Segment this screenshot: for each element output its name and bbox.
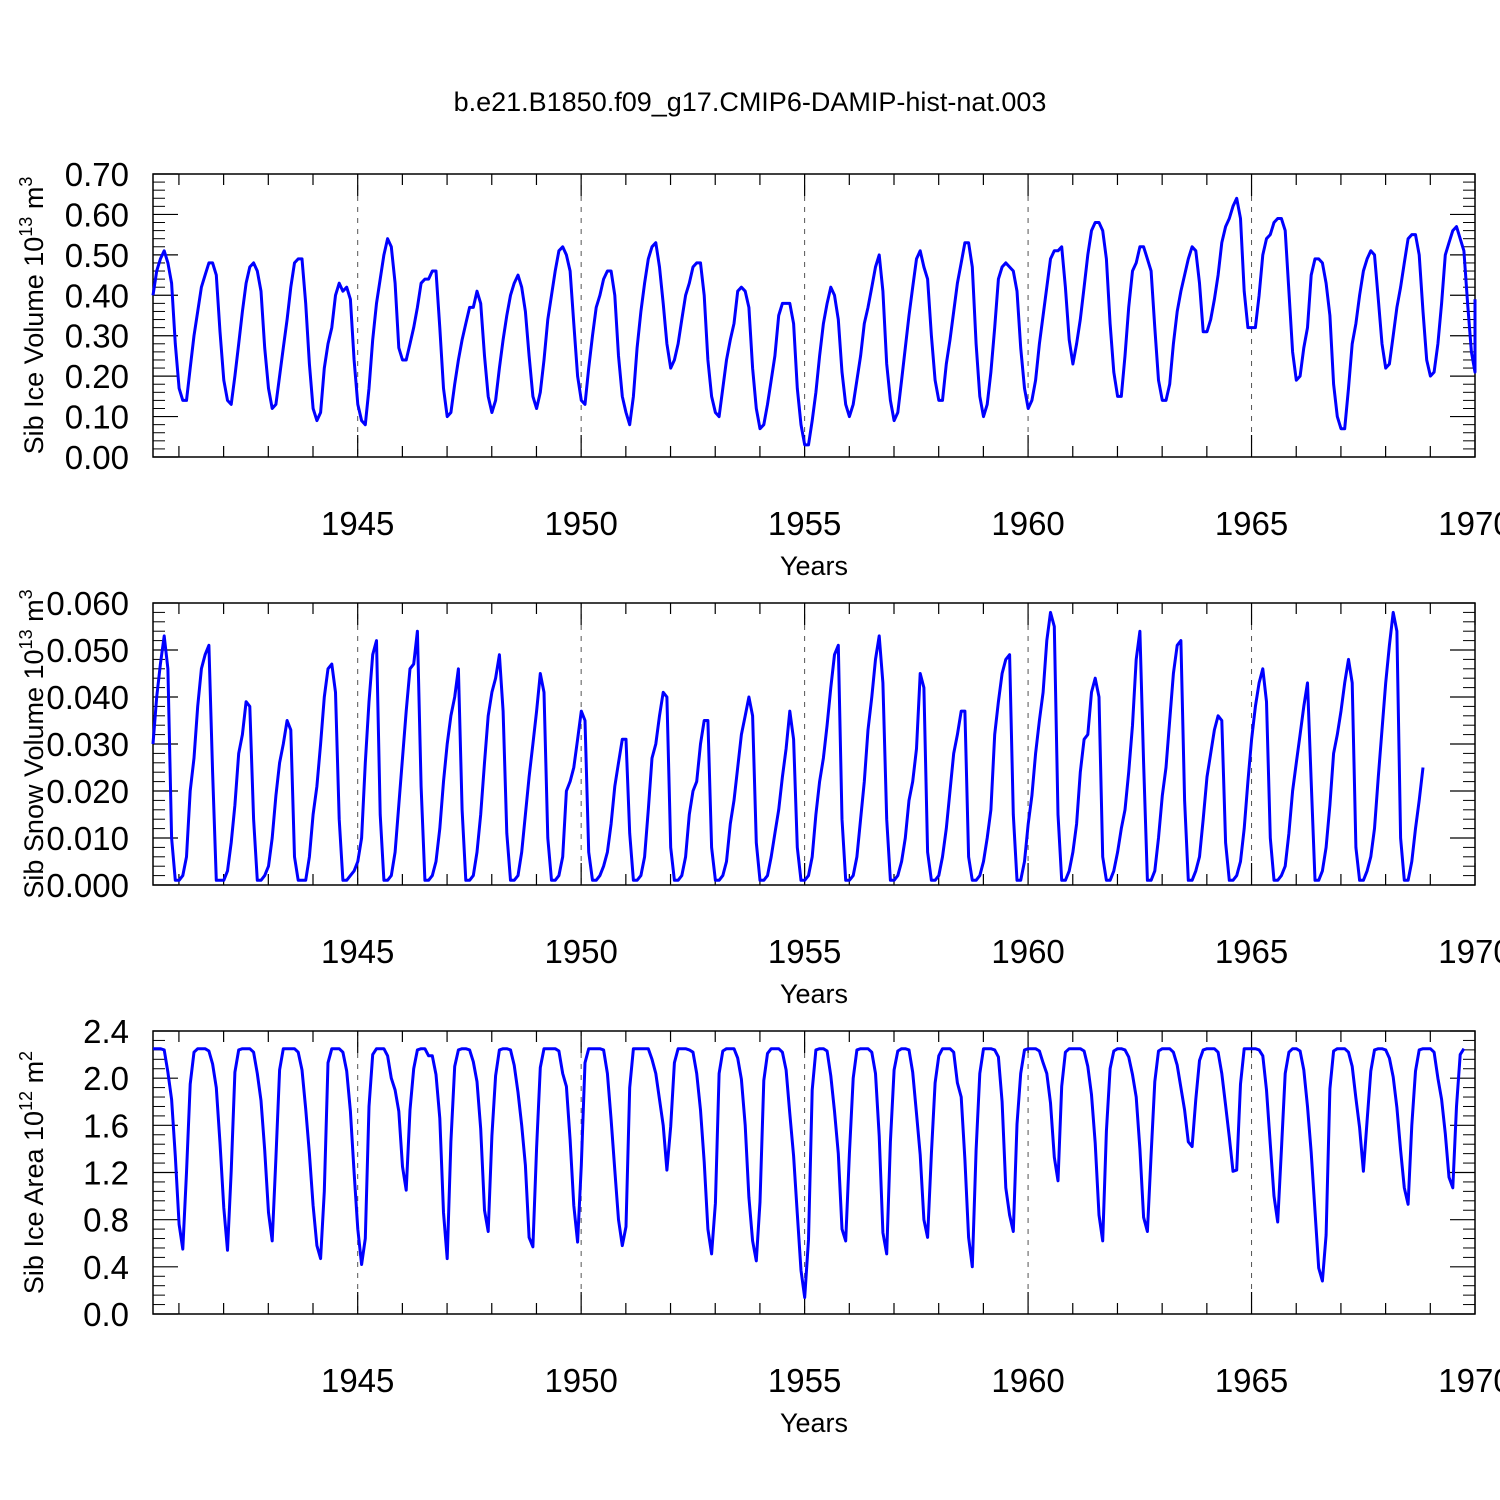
x-tick-label: 1965 (1215, 933, 1288, 970)
chart-panel-ice-volume: 0.000.10 0.200.30 0.400.50 0.600.70 1945 1950… (16, 156, 1500, 581)
y-tick-label: 0.00 (65, 439, 129, 476)
data-series-line (151, 196, 1477, 447)
data-series-line (153, 1047, 1466, 1299)
x-axis-title: Years (780, 979, 848, 1009)
y-tick-label: 0.4 (83, 1249, 129, 1286)
y-tick-label: 0.010 (46, 820, 129, 857)
x-tick-label: 1950 (544, 1362, 617, 1399)
x-tick-label: 1955 (768, 505, 841, 542)
x-tick-label: 1960 (991, 1362, 1064, 1399)
y-tick-label: 0.060 (46, 585, 129, 622)
y-axis-title: Sib Snow Volume 1013 m3 (16, 589, 49, 898)
plot-frame (152, 1030, 1476, 1315)
x-tick-label: 1945 (321, 505, 394, 542)
x-axis-title: Years (780, 1408, 848, 1438)
y-tick-label: 0.30 (65, 318, 129, 355)
y-tick-label: 1.2 (83, 1155, 129, 1192)
y-tick-label: 0.030 (46, 726, 129, 763)
x-tick-label: 1955 (768, 1362, 841, 1399)
x-tick-label: 1955 (768, 933, 841, 970)
y-tick-label: 0.60 (65, 196, 129, 233)
y-tick-label: 0.40 (65, 277, 129, 314)
x-tick-label: 1945 (321, 933, 394, 970)
x-tick-label: 1965 (1215, 1362, 1288, 1399)
y-tick-label: 0.50 (65, 237, 129, 274)
y-axis-title: Sib Ice Volume 1013 m3 (16, 177, 49, 455)
y-tick-label: 0.000 (46, 867, 129, 904)
chart-panel-ice-area: 0.0 0.4 0.8 1.2 1.6 2.0 2.4 1945 1950 1955 1960 196… (16, 1013, 1500, 1438)
y-tick-label: 0.20 (65, 358, 129, 395)
x-tick-label: 1970 (1438, 1362, 1500, 1399)
y-tick-label: 0.0 (83, 1296, 129, 1333)
y-axis-title: Sib Ice Area 1012 m2 (16, 1051, 49, 1294)
x-tick-label: 1950 (544, 933, 617, 970)
y-tick-label: 0.70 (65, 156, 129, 193)
y-tick-label: 0.8 (83, 1202, 129, 1239)
y-tick-label: 0.040 (46, 679, 129, 716)
x-tick-label: 1960 (991, 933, 1064, 970)
x-tick-label: 1970 (1438, 933, 1500, 970)
y-tick-label: 2.4 (83, 1013, 129, 1050)
data-series-line (151, 610, 1425, 882)
x-tick-label: 1965 (1215, 505, 1288, 542)
y-tick-label: 0.10 (65, 399, 129, 436)
x-tick-label: 1950 (544, 505, 617, 542)
figure-title: b.e21.B1850.f09_g17.CMIP6-DAMIP-hist-nat… (454, 87, 1047, 117)
x-tick-label: 1970 (1438, 505, 1500, 542)
y-tick-label: 1.6 (83, 1107, 129, 1144)
y-tick-label: 2.0 (83, 1060, 129, 1097)
x-axis-title: Years (780, 551, 848, 581)
chart-panel-snow-volume: 0.000 0.010 0.020 0.030 0.040 0.050 0.060 1945 1… (16, 585, 1500, 1009)
x-tick-label: 1945 (321, 1362, 394, 1399)
y-tick-label: 0.020 (46, 773, 129, 810)
y-tick-label: 0.050 (46, 632, 129, 669)
x-tick-label: 1960 (991, 505, 1064, 542)
